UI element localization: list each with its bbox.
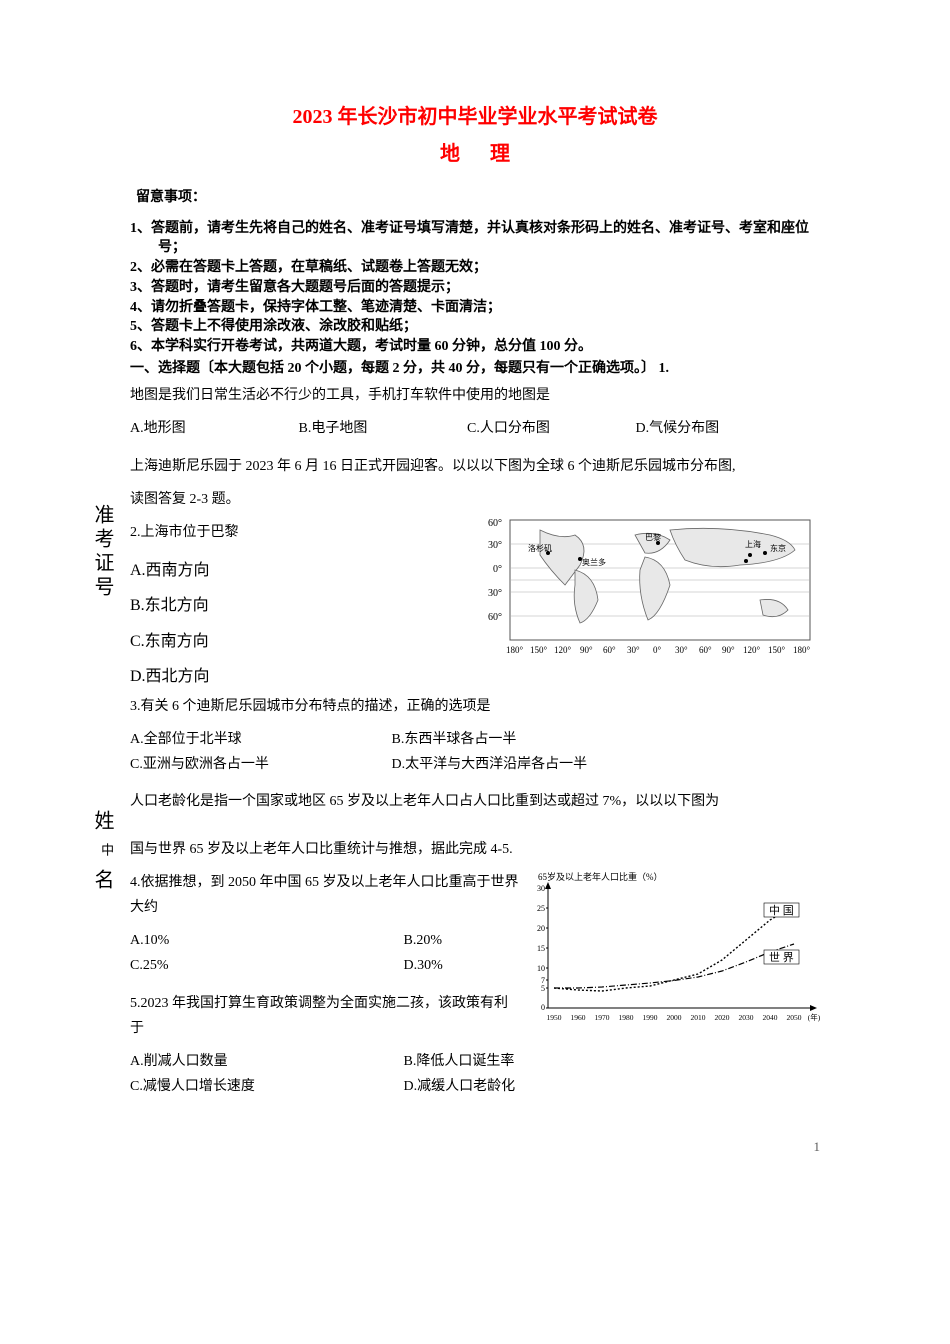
svg-text:1950: 1950: [547, 1013, 562, 1022]
q5-opt-c: C.减慢人口增长速度: [130, 1074, 400, 1099]
q4-opt-c: C.25%: [130, 953, 400, 978]
svg-text:60°: 60°: [699, 645, 712, 655]
map-label-paris: 巴黎: [645, 532, 661, 542]
svg-text:15: 15: [537, 944, 545, 953]
svg-text:30°: 30°: [627, 645, 640, 655]
section-1-heading: 一、选择题〔本大题包括 20 个小题，每题 2 分，共 40 分，每题只有一个正…: [130, 358, 820, 379]
svg-text:1960: 1960: [571, 1013, 586, 1022]
aging-intro2: 国与世界 65 岁及以上老年人口比重统计与推想，据此完成 4-5.: [130, 837, 820, 862]
side-label-exam-id: 准考证号: [88, 504, 117, 600]
map-label-orlando: 奥兰多: [582, 557, 606, 567]
q1-stem: 地图是我们日常生活必不行少的工具，手机打车软件中使用的地图是: [130, 383, 820, 408]
disney-intro: 上海迪斯尼乐园于 2023 年 6 月 16 日正式开园迎客。以以以下图为全球 …: [130, 454, 820, 479]
svg-text:2040: 2040: [763, 1013, 778, 1022]
q3-opt-b: B.东西半球各占一半: [392, 727, 517, 752]
q5-options: A.削减人口数量 B.降低人口诞生率 C.减慢人口增长速度 D.减缓人口老龄化: [130, 1049, 820, 1099]
svg-text:1970: 1970: [595, 1013, 610, 1022]
q1-opt-d: D.气候分布图: [636, 416, 720, 441]
svg-text:1980: 1980: [619, 1013, 634, 1022]
svg-text:30°: 30°: [488, 588, 502, 599]
q3-options: A.全部位于北半球 B.东西半球各占一半 C.亚洲与欧洲各占一半 D.太平洋与大…: [130, 727, 820, 777]
world-map-figure: 洛杉矶 奥兰多 巴黎 上海 东京 60° 30° 0° 30° 60° 180°…: [480, 515, 820, 665]
note-1: 1、答题前，请考生先将自己的姓名、准考证号填写清楚，并认真核对条形码上的姓名、准…: [130, 220, 820, 258]
q3-stem: 3.有关 6 个迪斯尼乐园城市分布特点的描述，正确的选项是: [130, 694, 820, 719]
svg-text:7: 7: [541, 976, 545, 985]
side-label-name: 姓 中 名: [88, 810, 117, 893]
chart-label-world: 世 界: [769, 951, 794, 964]
svg-text:150°: 150°: [530, 645, 548, 655]
page-subject: 地理: [130, 137, 820, 166]
svg-text:2000: 2000: [667, 1013, 682, 1022]
q1-opt-a: A.地形图: [130, 416, 295, 441]
page-number: 1: [130, 1139, 820, 1155]
svg-text:2050: 2050: [787, 1013, 802, 1022]
aging-intro: 人口老龄化是指一个国家或地区 65 岁及以上老年人口占人口比重到达或超过 7%，…: [130, 789, 820, 814]
q3-opt-a: A.全部位于北半球: [130, 727, 388, 752]
note-6: 6、本学科实行开卷考试，共两道大题，考试时量 60 分钟，总分值 100 分。: [130, 338, 820, 357]
chart-label-china: 中 国: [769, 904, 794, 917]
q5-opt-d: D.减缓人口老龄化: [404, 1074, 516, 1099]
q3-opt-c: C.亚洲与欧洲各占一半: [130, 752, 388, 777]
q4-opt-a: A.10%: [130, 928, 400, 953]
map-label-shanghai: 上海: [745, 539, 761, 549]
q4-opt-b: B.20%: [404, 928, 443, 953]
map-label-la: 洛杉矶: [528, 543, 552, 553]
page-title: 2023 年长沙市初中毕业学业水平考试试卷: [130, 100, 820, 129]
svg-text:90°: 90°: [580, 645, 593, 655]
svg-text:20: 20: [537, 924, 545, 933]
svg-text:10: 10: [537, 964, 545, 973]
svg-text:0: 0: [541, 1003, 545, 1012]
q4-opt-d: D.30%: [404, 953, 443, 978]
svg-text:120°: 120°: [743, 645, 761, 655]
svg-text:25: 25: [537, 904, 545, 913]
svg-text:(年): (年): [808, 1012, 820, 1022]
q3-opt-d: D.太平洋与大西洋沿岸各占一半: [392, 752, 588, 777]
svg-text:60°: 60°: [603, 645, 616, 655]
svg-text:180°: 180°: [793, 645, 811, 655]
svg-text:0°: 0°: [653, 645, 662, 655]
q1-opt-b: B.电子地图: [299, 416, 464, 441]
notes-heading: 留意事项：: [136, 186, 820, 206]
svg-text:0°: 0°: [493, 564, 502, 575]
svg-text:2030: 2030: [739, 1013, 754, 1022]
note-5: 5、答题卡上不得使用涂改液、涂改胶和贴纸；: [130, 318, 820, 337]
q1-options: A.地形图 B.电子地图 C.人口分布图 D.气候分布图: [130, 416, 820, 441]
svg-text:2020: 2020: [715, 1013, 730, 1022]
map-label-tokyo: 东京: [770, 543, 786, 553]
svg-text:60°: 60°: [488, 612, 502, 623]
svg-text:30°: 30°: [675, 645, 688, 655]
svg-text:30°: 30°: [488, 540, 502, 551]
q5-opt-b: B.降低人口诞生率: [404, 1049, 515, 1074]
chart-title: 65岁及以上老年人口比重（%）: [538, 871, 663, 882]
svg-text:180°: 180°: [506, 645, 524, 655]
svg-text:60°: 60°: [488, 518, 502, 529]
svg-text:1990: 1990: [643, 1013, 658, 1022]
q5-opt-a: A.削减人口数量: [130, 1049, 400, 1074]
note-3: 3、答题时，请考生留意各大题题号后面的答题提示；: [130, 279, 820, 298]
note-4: 4、请勿折叠答题卡，保持字体工整、笔迹清楚、卡面清洁；: [130, 299, 820, 318]
svg-text:2010: 2010: [691, 1013, 706, 1022]
aging-chart: 65岁及以上老年人口比重（%） 0 5 7 10 15 20 25 30 195…: [526, 870, 820, 1030]
q1-opt-c: C.人口分布图: [467, 416, 632, 441]
svg-text:90°: 90°: [722, 645, 735, 655]
note-2: 2、必需在答题卡上答题，在草稿纸、试题卷上答题无效；: [130, 259, 820, 278]
disney-read: 读图答复 2-3 题。: [130, 487, 820, 512]
svg-text:30: 30: [537, 884, 545, 893]
svg-text:120°: 120°: [554, 645, 572, 655]
svg-text:5: 5: [541, 984, 545, 993]
svg-text:150°: 150°: [768, 645, 786, 655]
